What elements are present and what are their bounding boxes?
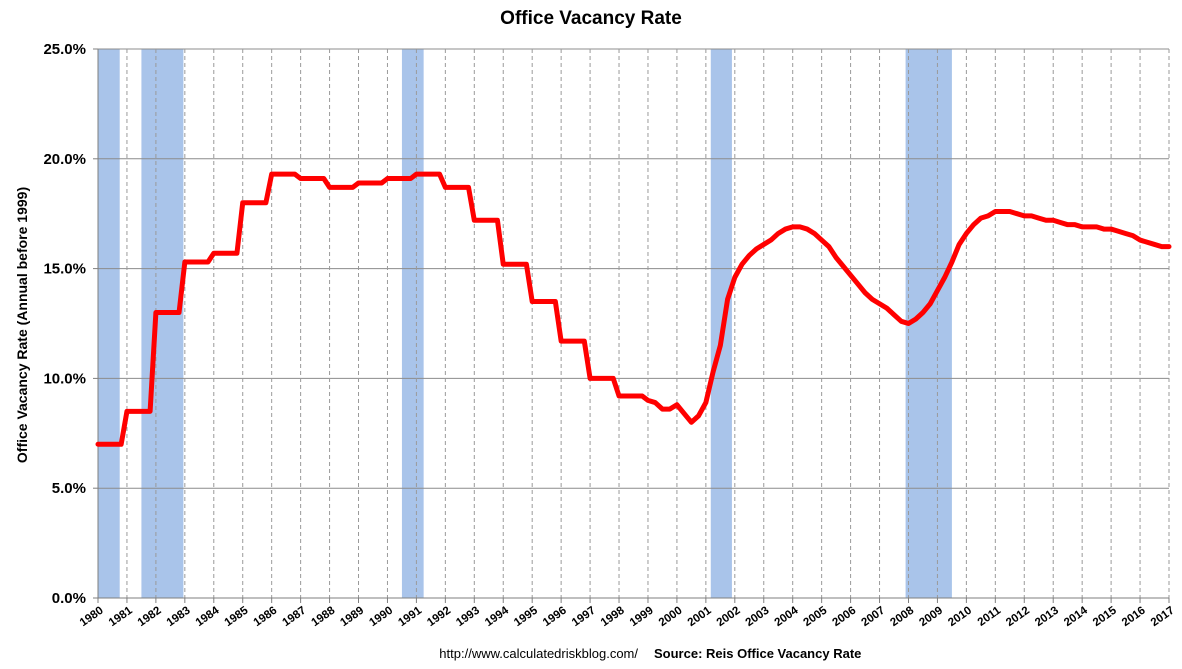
x-tick-label: 1994 xyxy=(483,604,511,629)
x-tick-label: 1998 xyxy=(599,604,627,629)
x-tick-label: 2014 xyxy=(1062,604,1090,629)
x-tick-label: 1992 xyxy=(425,605,453,630)
x-tick-label: 1982 xyxy=(136,605,164,630)
x-tick-label: 1983 xyxy=(165,605,193,630)
recession-bands xyxy=(98,49,952,598)
x-tick-label: 1987 xyxy=(280,605,308,630)
grid-lines xyxy=(98,48,1170,598)
y-tick-labels: 0.0% 5.0% 10.0% 15.0% 20.0% 25.0% xyxy=(43,41,86,607)
series-lines xyxy=(95,171,1172,447)
x-tick-label: 1996 xyxy=(541,605,569,630)
y-tick-label: 25.0% xyxy=(43,41,86,58)
x-tick-label: 2006 xyxy=(830,605,858,630)
y-tick-label: 10.0% xyxy=(43,370,86,387)
x-tick-label: 1980 xyxy=(78,605,106,630)
y-tick-label: 15.0% xyxy=(43,261,86,278)
x-tick-label: 2013 xyxy=(1033,605,1061,630)
footer-source: Source: Reis Office Vacancy Rate xyxy=(654,646,861,661)
x-tick-label: 2003 xyxy=(744,605,772,630)
y-tick-label: 20.0% xyxy=(43,151,86,168)
x-tick-label: 2016 xyxy=(1120,605,1148,630)
x-tick-label: 1985 xyxy=(223,604,251,629)
x-tick-label: 2008 xyxy=(888,604,916,629)
x-tick-label: 1990 xyxy=(367,605,395,630)
recession-band-5 xyxy=(905,49,952,598)
x-tick-label: 2001 xyxy=(686,604,714,629)
x-tick-label: 1991 xyxy=(396,604,424,629)
recession-band-3 xyxy=(401,49,424,598)
x-tick-label: 2012 xyxy=(1004,605,1032,630)
x-tick-label: 1984 xyxy=(194,604,222,629)
x-tick-label: 1989 xyxy=(338,605,366,630)
x-tick-label: 2005 xyxy=(802,604,830,629)
x-tick-label: 1988 xyxy=(309,604,337,629)
x-tick-label: 2000 xyxy=(657,605,685,630)
x-tick-label: 1997 xyxy=(570,605,598,630)
x-tick-label: 1995 xyxy=(512,604,540,629)
x-tick-label: 2017 xyxy=(1149,605,1177,630)
y-tick-label: 5.0% xyxy=(52,480,86,497)
x-tick-label: 2010 xyxy=(946,605,974,630)
x-tick-label: 2009 xyxy=(917,605,945,630)
y-tick-label: 0.0% xyxy=(52,590,86,607)
chart-title: Office Vacancy Rate xyxy=(500,8,682,29)
x-tick-label: 1981 xyxy=(107,604,135,629)
x-tick-label: 1993 xyxy=(454,605,482,630)
axes xyxy=(93,48,1170,603)
x-tick-label: 1986 xyxy=(252,605,280,630)
x-tick-label: 2007 xyxy=(859,605,887,630)
x-tick-label: 1999 xyxy=(628,605,656,630)
recession-band-2 xyxy=(141,49,184,598)
recession-band-1 xyxy=(98,49,120,598)
y-axis-label: Office Vacancy Rate (Annual before 1999) xyxy=(14,187,30,463)
series-line-1 xyxy=(95,171,1172,447)
x-tick-label: 2011 xyxy=(976,604,1004,628)
x-tick-label: 2004 xyxy=(773,604,801,629)
x-tick-labels: 1980 1981 1982 1983 1984 1985 1986 1987 1988 1989… xyxy=(78,604,1177,629)
x-tick-label: 2015 xyxy=(1091,604,1119,629)
x-tick-label: 2002 xyxy=(715,605,743,630)
footer-url: http://www.calculatedriskblog.com/ xyxy=(439,646,638,661)
